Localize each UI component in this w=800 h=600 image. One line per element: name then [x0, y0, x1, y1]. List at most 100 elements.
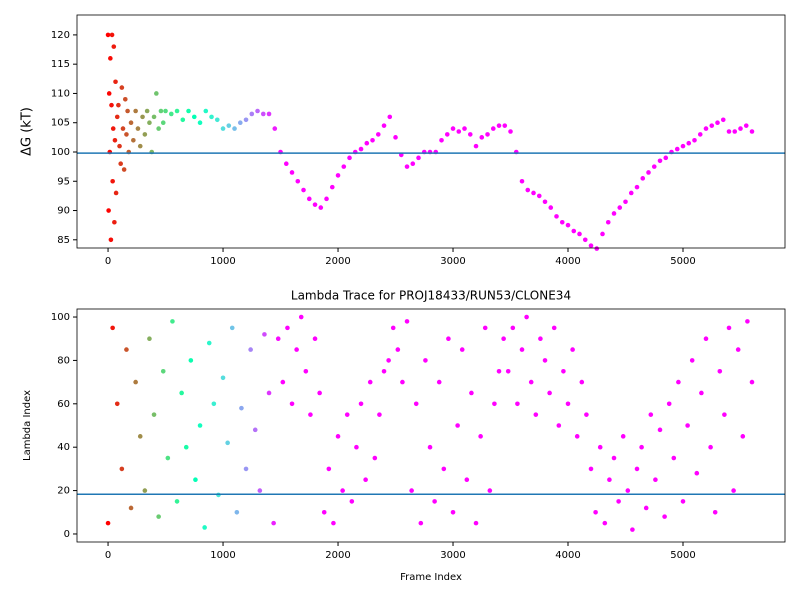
x-tick-label: 2000: [325, 256, 350, 267]
point: [708, 444, 713, 450]
point: [202, 525, 207, 530]
point: [266, 390, 272, 396]
y-axis-label: Lambda Index: [22, 390, 33, 461]
point: [720, 117, 726, 123]
point: [372, 455, 378, 461]
y-tick-label: 100: [51, 147, 70, 158]
chart-title: Lambda Trace for PROJ18433/RUN53/CLONE34: [291, 289, 571, 303]
x-axis-label: Frame Index: [400, 572, 462, 583]
point: [375, 132, 381, 137]
point: [651, 164, 657, 169]
point: [620, 434, 626, 439]
point: [731, 488, 736, 493]
point: [381, 123, 387, 128]
point: [588, 466, 594, 472]
point: [341, 164, 347, 169]
point: [473, 143, 479, 149]
point: [676, 379, 681, 385]
point: [597, 444, 603, 450]
point: [280, 379, 286, 385]
point: [542, 199, 548, 205]
point: [234, 509, 240, 515]
y-tick-label: 85: [57, 235, 70, 246]
point: [109, 32, 115, 38]
point: [239, 405, 244, 411]
point: [119, 85, 125, 90]
point: [308, 412, 313, 417]
point: [556, 423, 562, 428]
point: [577, 231, 582, 237]
point: [722, 412, 727, 417]
point: [191, 114, 197, 120]
point: [692, 137, 697, 143]
point: [605, 219, 611, 225]
axes-frame: [76, 308, 786, 543]
point: [156, 514, 161, 519]
point: [611, 455, 617, 461]
point: [648, 412, 654, 417]
point: [122, 97, 128, 102]
x-tick-label: 2000: [325, 550, 350, 561]
point: [395, 347, 401, 352]
point: [180, 117, 186, 123]
point: [418, 520, 424, 526]
point: [272, 126, 278, 131]
point: [404, 164, 410, 169]
point: [229, 325, 235, 331]
point: [249, 111, 255, 117]
point: [108, 56, 113, 61]
point: [137, 143, 143, 149]
point: [643, 505, 649, 511]
point: [237, 120, 243, 126]
point: [508, 129, 513, 134]
point: [188, 358, 194, 363]
point: [479, 135, 485, 140]
point: [128, 505, 134, 511]
point: [137, 434, 143, 439]
point: [133, 108, 138, 114]
point: [524, 314, 529, 320]
point: [588, 243, 594, 248]
point: [502, 123, 508, 128]
point: [593, 509, 598, 515]
point: [381, 368, 387, 374]
point: [441, 466, 447, 472]
point: [390, 325, 396, 331]
y-tick-label: 80: [57, 355, 70, 366]
point: [193, 477, 198, 483]
point: [657, 158, 663, 164]
point: [482, 325, 488, 331]
point: [105, 520, 111, 526]
point: [106, 91, 112, 96]
point: [220, 375, 226, 381]
point: [156, 126, 161, 131]
point: [140, 114, 145, 120]
point: [409, 488, 414, 493]
point: [133, 379, 138, 385]
point: [639, 444, 644, 450]
y-tick-label: 110: [51, 88, 70, 99]
point: [116, 102, 121, 108]
point: [726, 325, 732, 331]
x-tick-label: 5000: [670, 550, 695, 561]
point: [209, 114, 214, 120]
point: [275, 336, 281, 342]
point: [344, 412, 350, 417]
point: [262, 332, 267, 337]
point: [473, 520, 479, 526]
point: [732, 129, 738, 134]
point: [135, 126, 141, 131]
point: [602, 520, 608, 526]
point: [640, 176, 646, 181]
point: [295, 178, 301, 184]
y-tick-label: 40: [57, 442, 70, 453]
point: [680, 143, 686, 149]
point: [363, 477, 368, 483]
point: [450, 126, 456, 131]
point: [377, 412, 382, 417]
point: [109, 102, 114, 108]
x-tick-label: 0: [105, 550, 111, 561]
point: [501, 336, 506, 342]
point: [536, 193, 542, 199]
